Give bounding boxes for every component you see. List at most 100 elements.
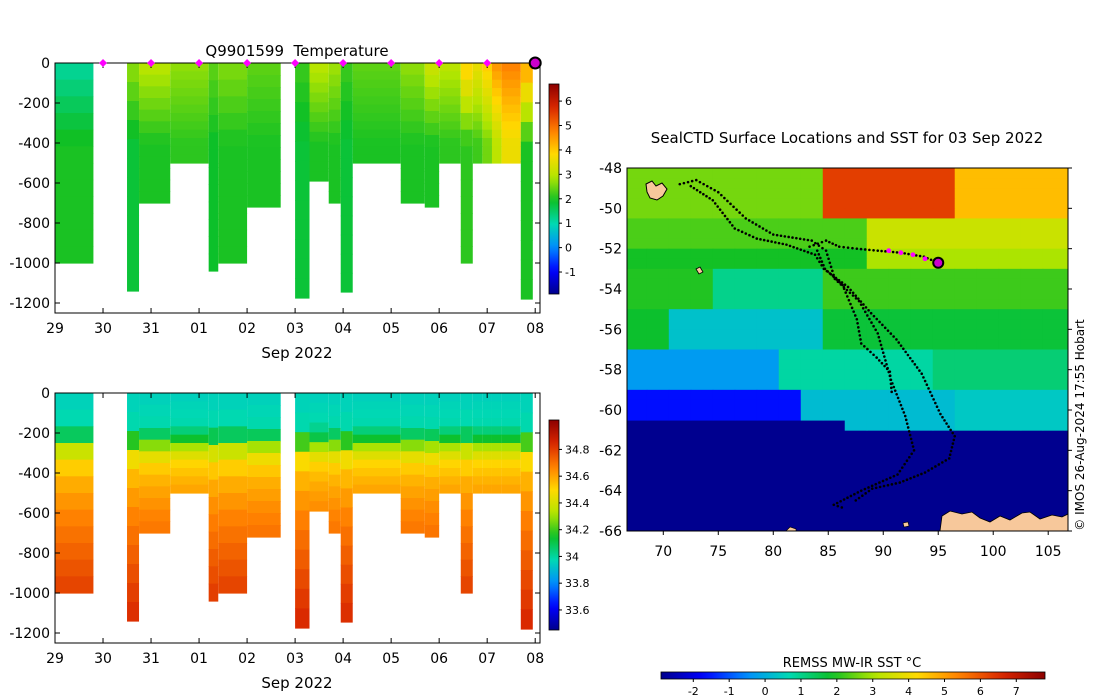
sst-cell: [932, 379, 956, 391]
temp-cell: [55, 196, 94, 214]
sal-cell: [400, 451, 425, 464]
track-point: [884, 359, 887, 362]
temp-cell: [520, 279, 533, 300]
sal-x-tick-label: 07: [478, 651, 496, 667]
sst-cell: [888, 188, 912, 199]
sst-cell: [1064, 228, 1068, 240]
sst-cell: [866, 359, 890, 371]
sst-cell: [778, 168, 802, 179]
sal-cell: [482, 409, 492, 419]
temp-cell: [400, 144, 425, 157]
temp-cell: [295, 200, 310, 221]
temp-cell: [352, 138, 401, 147]
sst-cell: [822, 299, 846, 310]
sst-cell: [910, 208, 934, 219]
track-point: [864, 492, 867, 495]
track-point: [872, 324, 875, 328]
temp-cell: [400, 121, 425, 134]
sst-cell: [822, 248, 846, 260]
sst-cell: [668, 410, 692, 421]
sal-cell: [340, 431, 353, 451]
temp-cell: [482, 79, 492, 89]
sst-cell: [910, 278, 934, 290]
sst-cell: [646, 228, 670, 240]
sal-cell: [170, 459, 209, 469]
sst-cell: [778, 410, 802, 421]
sst-cell: [998, 168, 1022, 179]
sst-cell: [888, 238, 912, 250]
sal-cell: [218, 393, 248, 411]
sal-cell: [424, 477, 440, 490]
temp-cell: [208, 63, 219, 81]
track-point: [828, 240, 831, 244]
sal-cell: [295, 432, 310, 453]
sal-cell: [170, 451, 209, 461]
sst-cell: [954, 168, 978, 179]
track-point: [947, 457, 951, 460]
track-point: [895, 338, 898, 341]
sal-cell: [501, 409, 521, 419]
track-point: [838, 280, 841, 284]
sal-cell: [424, 489, 440, 502]
sal-cell: [460, 443, 473, 461]
sst-cell: [800, 319, 824, 330]
sst-cell: [888, 168, 912, 179]
track-point: [741, 214, 745, 217]
sst-cell: [1020, 319, 1044, 330]
temp-colorbar-label: 3: [565, 168, 572, 181]
sal-cell: [352, 451, 401, 461]
surfacing-marker: [243, 59, 252, 67]
sal-cell: [218, 409, 248, 427]
surfacing-markers: [99, 56, 542, 70]
sst-cell: [866, 188, 890, 199]
sal-cell: [501, 468, 521, 477]
sst-cell: [1064, 289, 1068, 300]
temp-x-tick-label: 01: [190, 321, 208, 337]
sst-cell: [976, 178, 1000, 189]
sst-cell: [910, 289, 934, 300]
surfacing-marker: [147, 59, 156, 67]
track-point: [952, 438, 956, 442]
sal-cell: [472, 401, 483, 411]
sal-cell: [491, 434, 502, 444]
sal-cell: [295, 569, 310, 590]
track-point: [849, 494, 853, 498]
track-point: [888, 374, 892, 378]
track-point: [781, 242, 785, 246]
temp-cell: [55, 229, 94, 247]
sal-cell: [309, 393, 329, 404]
temp-cell: [295, 121, 310, 142]
sst-cell: [1042, 258, 1066, 270]
track-point: [748, 233, 751, 237]
sst-cell: [778, 379, 802, 391]
track-point: [835, 278, 838, 281]
sst-cell: [646, 258, 670, 270]
sst-cell: [646, 399, 670, 411]
track-point: [902, 479, 905, 483]
latest-position-marker: [932, 256, 945, 269]
track-point: [733, 227, 737, 230]
sst-cell: [712, 248, 736, 260]
sst-cell: [822, 198, 846, 209]
track-point: [859, 247, 863, 251]
sst-cell: [976, 188, 1000, 199]
temperature-xlabel: Sep 2022: [261, 344, 332, 362]
sst-cell: [932, 208, 956, 219]
sst-cell: [822, 309, 846, 320]
sst-cell: [1042, 339, 1066, 350]
temp-cell: [424, 183, 440, 196]
sst-cell: [866, 258, 890, 270]
sst-cell: [712, 218, 736, 229]
temperature-cells: [55, 63, 533, 300]
sal-cell: [170, 401, 209, 411]
sst-cell: [668, 228, 692, 240]
sst-cell: [646, 198, 670, 209]
sal-cell: [127, 507, 140, 527]
map-y-axis: -48 -50 -52 -54 -56 -58 -60 -62 -64 -66: [599, 161, 1072, 540]
track-point: [694, 178, 698, 182]
sst-cell: [627, 329, 648, 340]
sal-cell: [460, 476, 473, 494]
temp-cell: [491, 154, 502, 164]
track-point: [682, 181, 686, 185]
temp-cell: [491, 121, 502, 131]
